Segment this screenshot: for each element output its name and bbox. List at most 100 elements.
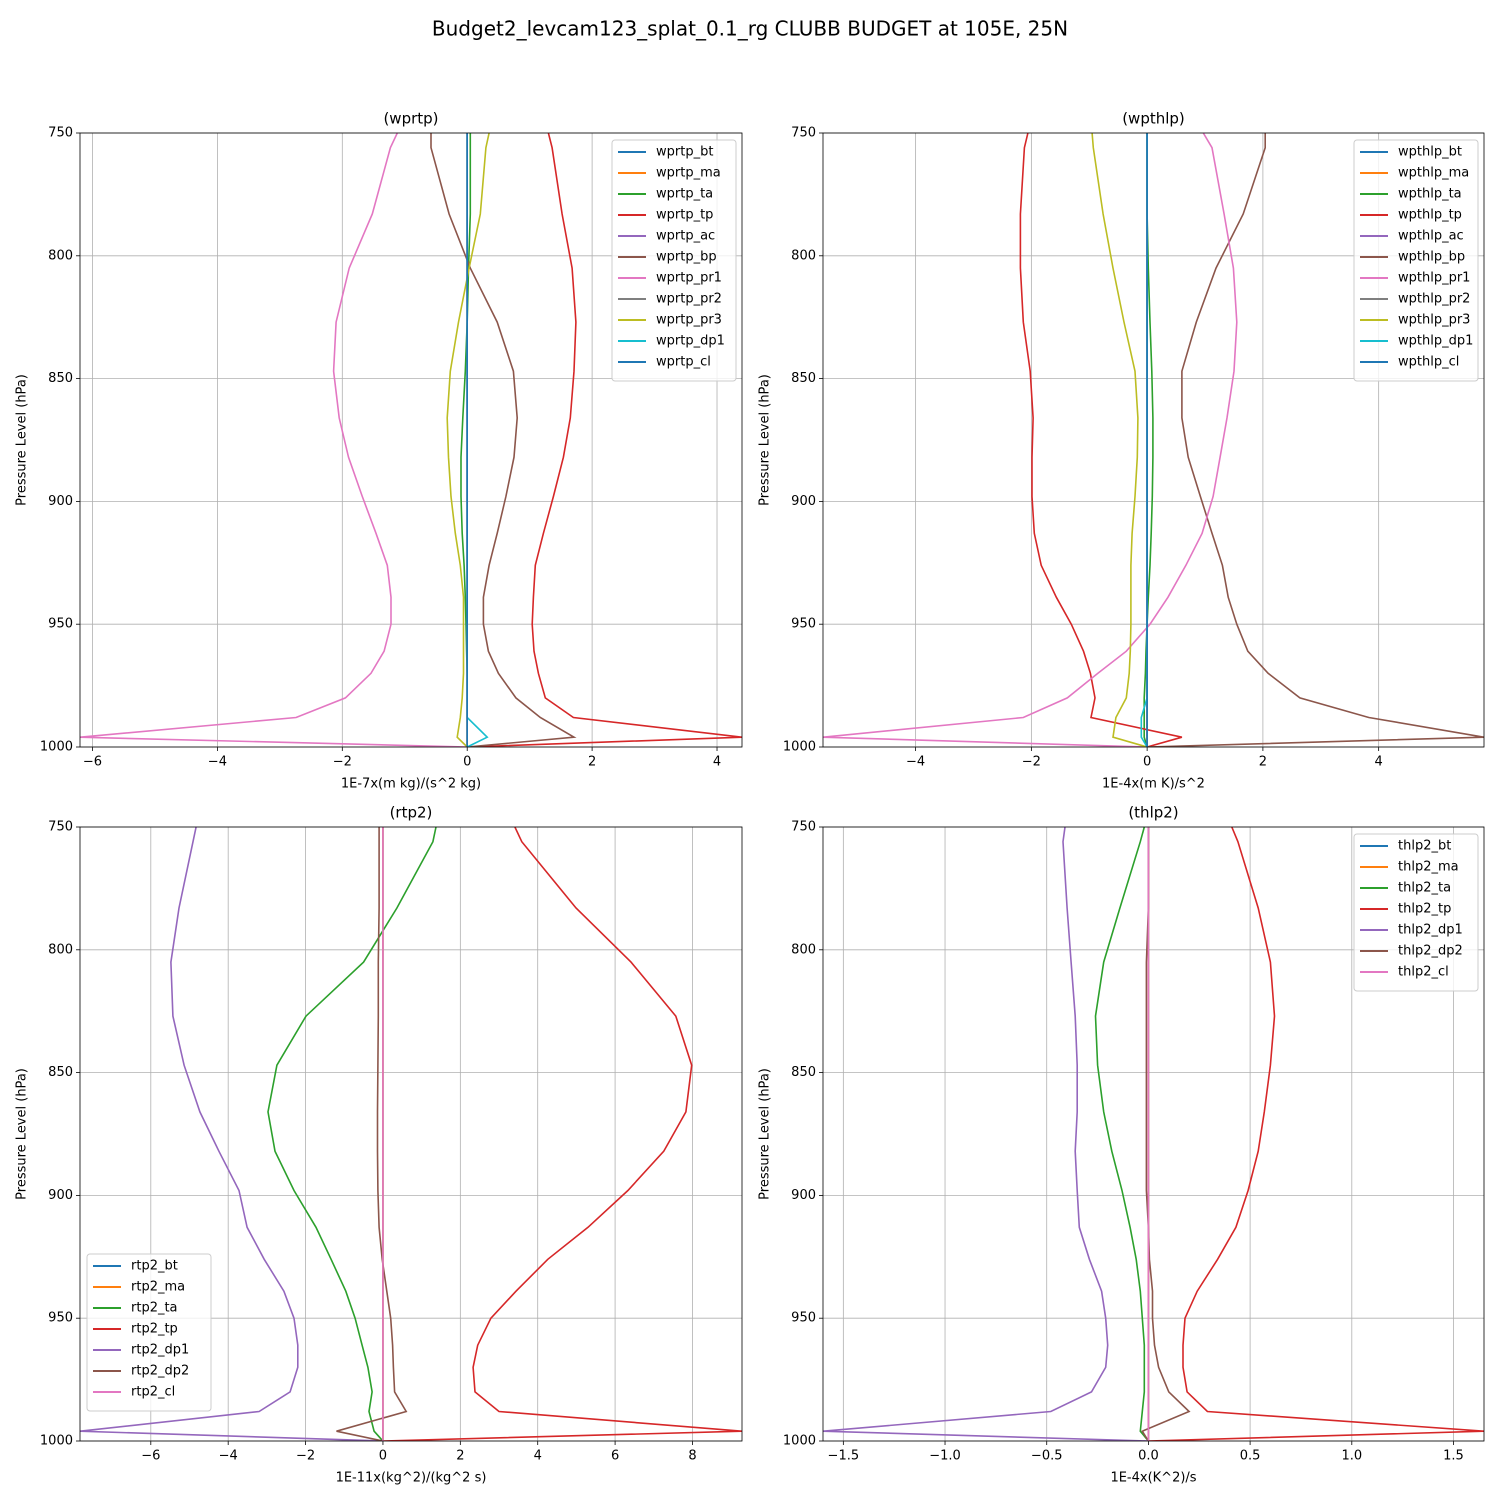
legend-label: thlp2_dp1 — [1398, 923, 1463, 938]
x-tick-label: 2 — [588, 755, 596, 770]
series-line — [336, 827, 408, 1441]
y-tick-label: 750 — [791, 820, 816, 835]
legend-label: thlp2_cl — [1398, 965, 1449, 980]
axes-title: (wpthlp) — [1122, 110, 1185, 128]
y-tick-label: 800 — [48, 942, 73, 957]
legend-label: wprtp_dp1 — [656, 334, 725, 349]
y-tick-label: 950 — [791, 617, 816, 632]
x-axis-label: 1E-4x(m K)/s^2 — [1102, 777, 1205, 792]
legend-label: wprtp_pr2 — [656, 292, 722, 307]
legend-label: rtp2_dp2 — [131, 1364, 189, 1379]
x-tick-label: 1.0 — [1341, 1449, 1362, 1464]
x-tick-label: 0 — [463, 755, 471, 770]
legend-label: rtp2_tp — [131, 1322, 178, 1337]
legend-label: rtp2_cl — [131, 1385, 175, 1400]
legend-label: wprtp_ma — [656, 166, 721, 181]
axes: −4 −2 0 2 4 750 800 850 900 950 1000 (wpthlp) 1E-4x(… — [758, 110, 1485, 792]
axes: −6 −4 −2 0 2 4 6 8 750 800 850 900 950 1000 (rtp2) 1E-1… — [15, 804, 743, 1486]
x-tick-label: −2 — [296, 1449, 315, 1464]
x-tick-label: 8 — [688, 1449, 696, 1464]
x-tick-label: −4 — [208, 755, 227, 770]
legend-label: wpthlp_pr2 — [1398, 292, 1470, 307]
series-line — [823, 133, 1238, 747]
legend-label: thlp2_dp2 — [1398, 944, 1463, 959]
x-axis-label: 1E-4x(K^2)/s — [1110, 1471, 1196, 1486]
legend-label: wpthlp_pr3 — [1398, 313, 1470, 328]
legend-label: wpthlp_ta — [1398, 187, 1462, 202]
series-line — [80, 133, 468, 747]
y-tick-label: 800 — [791, 942, 816, 957]
y-tick-label: 950 — [48, 1311, 73, 1326]
legend-label: wprtp_bt — [656, 145, 713, 160]
y-tick-label: 1000 — [40, 740, 73, 755]
series-line — [467, 133, 742, 747]
series-line — [1091, 133, 1148, 747]
axes: −6 −4 −2 0 2 4 750 800 850 900 950 1000 (wprtp) 1E-7x… — [15, 110, 743, 792]
x-tick-label: −1.0 — [929, 1449, 961, 1464]
y-axis-label: Pressure Level (hPa) — [15, 1068, 30, 1200]
x-tick-label: 0.0 — [1138, 1449, 1159, 1464]
axes-title: (rtp2) — [390, 804, 433, 822]
legend-label: wpthlp_ac — [1398, 229, 1464, 244]
legend-label: rtp2_ma — [131, 1280, 185, 1295]
y-axis-label: Pressure Level (hPa) — [758, 1068, 773, 1200]
plot-lines — [823, 827, 1484, 1441]
series-line — [1094, 827, 1150, 1441]
plot-lines — [80, 827, 742, 1441]
legend-label: wpthlp_pr1 — [1398, 271, 1470, 286]
plot-lines — [823, 133, 1484, 747]
series-line — [430, 133, 577, 747]
x-tick-label: 4 — [1375, 755, 1383, 770]
y-tick-label: 950 — [791, 1311, 816, 1326]
legend: rtp2_bt rtp2_ma rtp2_ta rtp2_tp rtp2_dp1 rtp2… — [86, 1253, 212, 1412]
legend-label: thlp2_tp — [1398, 902, 1451, 917]
axes-frame — [79, 826, 743, 1442]
legend: thlp2_bt thlp2_ma thlp2_ta thlp2_tp thlp2_dp… — [1353, 833, 1479, 992]
axes: −1.5 −1.0 −0.5 0.0 0.5 1.0 1.5 750 800 850 900 950 1… — [758, 804, 1485, 1486]
legend-label: wpthlp_cl — [1398, 355, 1459, 370]
legend-label: wprtp_pr1 — [656, 271, 722, 286]
y-tick-label: 950 — [48, 617, 73, 632]
x-tick-label: −6 — [141, 1449, 160, 1464]
y-tick-label: 800 — [791, 248, 816, 263]
axes-frame — [822, 826, 1485, 1442]
x-tick-label: −2 — [333, 755, 352, 770]
series-line — [1141, 827, 1191, 1441]
axes-frame — [79, 132, 743, 748]
legend: wpthlp_bt wpthlp_ma wpthlp_ta wpthlp_tpwpth… — [1353, 139, 1479, 382]
series-line — [1019, 133, 1183, 747]
y-tick-label: 900 — [791, 1188, 816, 1203]
legend-label: thlp2_bt — [1398, 839, 1451, 854]
y-tick-label: 850 — [791, 371, 816, 386]
plot-lines — [80, 133, 742, 747]
x-tick-label: 6 — [611, 1449, 619, 1464]
series-line — [382, 827, 742, 1441]
legend-label: thlp2_ta — [1398, 881, 1451, 896]
y-tick-label: 850 — [48, 1065, 73, 1080]
series-line — [1143, 133, 1154, 747]
series-line — [823, 827, 1149, 1441]
y-tick-label: 850 — [48, 371, 73, 386]
legend-label: rtp2_dp1 — [131, 1343, 189, 1358]
legend-label: wpthlp_tp — [1398, 208, 1462, 223]
axes-title: (wprtp) — [383, 110, 438, 128]
y-axis-label: Pressure Level (hPa) — [758, 374, 773, 506]
y-tick-label: 750 — [791, 126, 816, 141]
x-tick-label: −6 — [83, 755, 102, 770]
y-tick-label: 1000 — [783, 740, 816, 755]
legend-label: wprtp_ac — [656, 229, 715, 244]
legend-label: wprtp_tp — [656, 208, 713, 223]
y-tick-label: 850 — [791, 1065, 816, 1080]
y-tick-label: 1000 — [40, 1434, 73, 1449]
legend-label: thlp2_ma — [1398, 860, 1459, 875]
y-tick-label: 900 — [791, 494, 816, 509]
x-tick-label: 0.5 — [1240, 1449, 1261, 1464]
x-tick-label: −4 — [219, 1449, 238, 1464]
y-tick-label: 750 — [48, 126, 73, 141]
series-line — [80, 827, 383, 1441]
y-tick-label: 900 — [48, 1188, 73, 1203]
x-tick-label: −2 — [1022, 755, 1041, 770]
y-tick-label: 900 — [48, 494, 73, 509]
y-tick-label: 1000 — [783, 1434, 816, 1449]
